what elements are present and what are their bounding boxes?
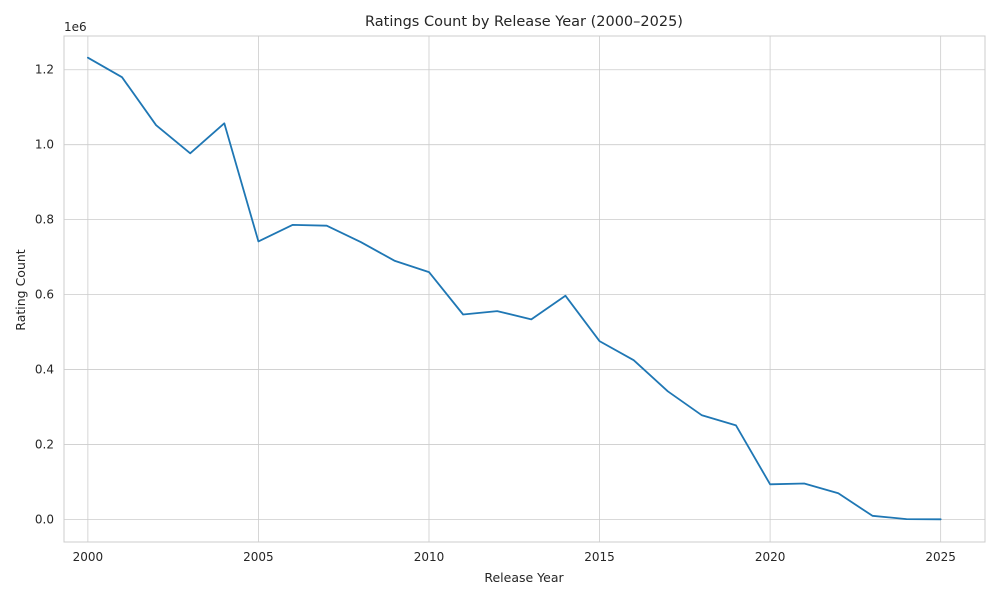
y-tick-label: 0.8 (35, 213, 54, 227)
axes-frame (63, 35, 986, 543)
x-tick-label: 2000 (73, 550, 104, 564)
chart-title: Ratings Count by Release Year (2000–2025… (365, 14, 683, 30)
x-tick-label: 2025 (925, 550, 956, 564)
y-tick-label: 0.6 (35, 288, 54, 302)
x-tick-label: 2005 (243, 550, 274, 564)
grid-lines (64, 36, 985, 542)
y-tick-label: 0.0 (35, 513, 54, 527)
y-axis-ticks: 0.0 0.2 0.4 0.6 0.8 1.0 1.2 (35, 63, 54, 527)
plot-area (64, 36, 985, 542)
y-tick-label: 1.2 (35, 63, 54, 77)
y-axis-offset-label: 1e6 (64, 20, 87, 34)
x-tick-label: 2020 (755, 550, 786, 564)
y-tick-label: 1.0 (35, 138, 54, 152)
y-tick-label: 0.2 (35, 438, 54, 452)
series-line (87, 56, 942, 521)
axes-border (63, 35, 986, 543)
x-axis-label: Release Year (484, 570, 564, 585)
y-axis-label: Rating Count (13, 249, 28, 330)
series-group (87, 56, 942, 521)
y-tick-label: 0.4 (35, 363, 54, 377)
x-tick-label: 2015 (584, 550, 615, 564)
x-axis-ticks: 2000 2005 2010 2015 2020 2025 (73, 550, 956, 564)
x-tick-label: 2010 (414, 550, 445, 564)
